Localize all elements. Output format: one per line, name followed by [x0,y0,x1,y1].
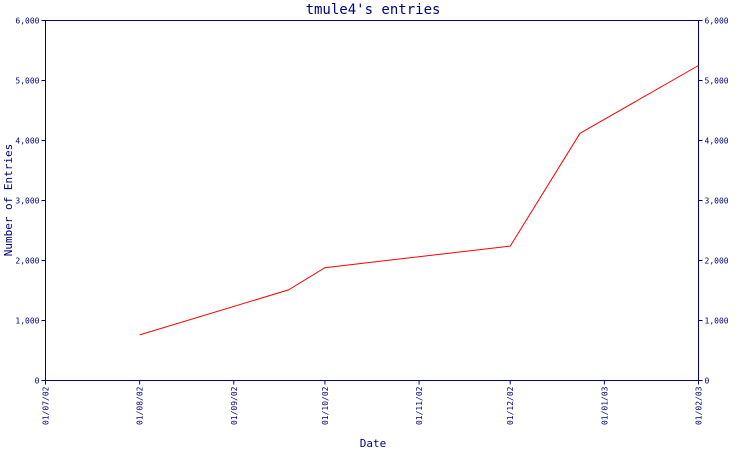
x-tick-label: 01/01/03 [600,386,609,425]
y-tick-label-right: 5,000 [705,77,729,86]
series-line [139,65,699,336]
y-tick-label-right: 0 [705,377,710,386]
x-tick-label: 01/07/02 [42,386,51,425]
x-tick-label: 01/11/02 [415,386,424,425]
x-axis-label: Date [360,437,387,450]
y-tick-label-right: 3,000 [705,197,729,206]
y-tick-label-left: 5,000 [15,77,39,86]
y-ticks-left: 0 1,000 2,000 3,000 4,000 5,000 6,000 [15,17,46,386]
y-tick-label-right: 2,000 [705,257,729,266]
plot-frame [45,20,699,381]
x-tick-label: 01/10/02 [321,386,330,425]
y-axis-label: Number of Entries [2,144,15,257]
y-tick-label-left: 1,000 [15,317,39,326]
x-tick-label: 01/12/02 [506,386,515,425]
y-tick-label-left: 2,000 [15,257,39,266]
y-tick-label-left: 4,000 [15,137,39,146]
y-ticks-right: 0 1,000 2,000 3,000 4,000 5,000 6,000 [698,17,729,386]
x-tick-label: 01/09/02 [230,386,239,425]
y-tick-label-right: 6,000 [705,17,729,26]
y-tick-label-right: 4,000 [705,137,729,146]
y-tick-label-left: 3,000 [15,197,39,206]
y-tick-label-left: 6,000 [15,17,39,26]
y-tick-label-right: 1,000 [705,317,729,326]
chart-title: tmule4's entries [306,2,441,18]
x-tick-label: 01/08/02 [136,386,145,425]
x-ticks: 01/07/02 01/08/02 01/09/02 01/10/02 01/11/02… [42,380,704,425]
y-tick-label-left: 0 [35,377,40,386]
x-tick-label: 01/02/03 [695,386,704,425]
